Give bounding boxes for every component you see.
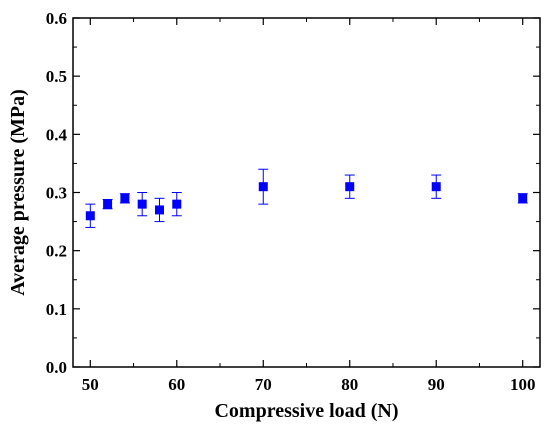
data-point: [103, 199, 113, 209]
x-tick-label: 70: [255, 375, 272, 394]
y-tick-label: 0.5: [46, 67, 67, 86]
x-tick-label: 80: [341, 375, 358, 394]
tick-labels: 50 60 70 80 90 100 0.0 0.1 0.2 0.3 0.4 0.5 0.6: [46, 9, 536, 394]
data-marks: [85, 168, 528, 228]
x-tick-label: 90: [428, 375, 445, 394]
y-tick-label: 0.1: [46, 300, 67, 319]
x-axis-title: Compressive load (N): [214, 400, 398, 422]
data-point: [172, 199, 182, 209]
x-tick-label: 60: [168, 375, 185, 394]
y-tick-label: 0.3: [46, 184, 67, 203]
data-point: [85, 211, 95, 221]
x-tick-label: 50: [82, 375, 99, 394]
data-point: [518, 193, 528, 203]
y-tick-label: 0.6: [46, 9, 67, 28]
data-point: [345, 182, 355, 192]
data-point: [120, 193, 130, 203]
y-tick-label: 0.2: [46, 242, 67, 261]
data-point: [431, 182, 441, 192]
data-point: [258, 182, 268, 192]
y-tick-label: 0.4: [46, 125, 68, 144]
x-tick-label: 100: [510, 375, 536, 394]
axis-ticks: [73, 17, 540, 368]
y-axis-title: Average pressure (MPa): [7, 89, 29, 296]
y-tick-label: 0.0: [46, 358, 67, 377]
data-point: [137, 199, 147, 209]
data-point: [154, 205, 164, 215]
